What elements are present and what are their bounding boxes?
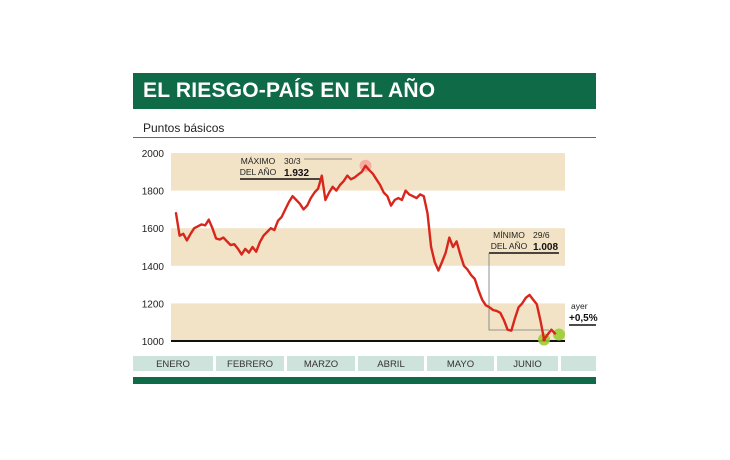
month-cell — [497, 356, 558, 371]
y-tick-label: 1200 — [142, 299, 165, 310]
max-label-line2: DEL AÑO — [240, 167, 277, 177]
y-axis-ticks: 2000 1800 1600 1400 1200 1000 — [142, 149, 165, 348]
max-date: 30/3 — [284, 156, 301, 166]
month-cell — [216, 356, 284, 371]
y-tick-label: 2000 — [142, 149, 165, 160]
last-annotation: ayer +0,5% — [569, 301, 598, 326]
min-date: 29/6 — [533, 230, 550, 240]
marker-points — [542, 337, 546, 342]
min-label-line1: MÍNIMO — [493, 230, 525, 240]
min-point-dot — [542, 337, 546, 342]
subtitle-divider — [133, 137, 596, 138]
max-value: 1.932 — [284, 168, 309, 179]
min-label-line2: DEL AÑO — [491, 241, 528, 251]
last-label: ayer — [571, 301, 588, 311]
chart-band-1 — [171, 153, 565, 191]
month-label-abril: ABRIL — [377, 359, 404, 370]
month-axis: ENERO FEBRERO MARZO ABRIL MAYO JUNIO — [133, 356, 596, 371]
y-axis-unit-label: Puntos básicos — [143, 121, 225, 135]
y-tick-label: 1800 — [142, 187, 165, 198]
min-annotation: MÍNIMO DEL AÑO 29/6 1.008 — [488, 230, 559, 331]
chart-title: EL RIESGO-PAÍS EN EL AÑO — [133, 73, 596, 109]
series-line — [174, 164, 557, 341]
y-tick-label: 1600 — [142, 224, 165, 235]
month-cell — [133, 356, 213, 371]
min-value: 1.008 — [533, 242, 558, 253]
month-label-febrero: FEBRERO — [227, 359, 273, 370]
month-cell — [561, 356, 596, 371]
month-cell — [287, 356, 355, 371]
month-label-enero: ENERO — [156, 359, 190, 370]
min-leader-line — [488, 253, 549, 331]
month-label-junio: JUNIO — [513, 359, 542, 370]
last-value: +0,5% — [569, 313, 598, 324]
month-cell — [358, 356, 424, 371]
y-tick-label: 1000 — [142, 337, 165, 348]
footer-bar — [133, 377, 596, 384]
month-label-marzo: MARZO — [304, 359, 338, 370]
max-label-line1: MÁXIMO — [241, 156, 276, 166]
y-tick-label: 1400 — [142, 262, 165, 273]
month-label-mayo: MAYO — [447, 359, 474, 370]
chart-band-3 — [171, 303, 565, 341]
last-point-marker — [553, 328, 565, 341]
max-annotation: MÁXIMO DEL AÑO 30/3 1.932 — [240, 156, 352, 180]
month-cell — [427, 356, 494, 371]
